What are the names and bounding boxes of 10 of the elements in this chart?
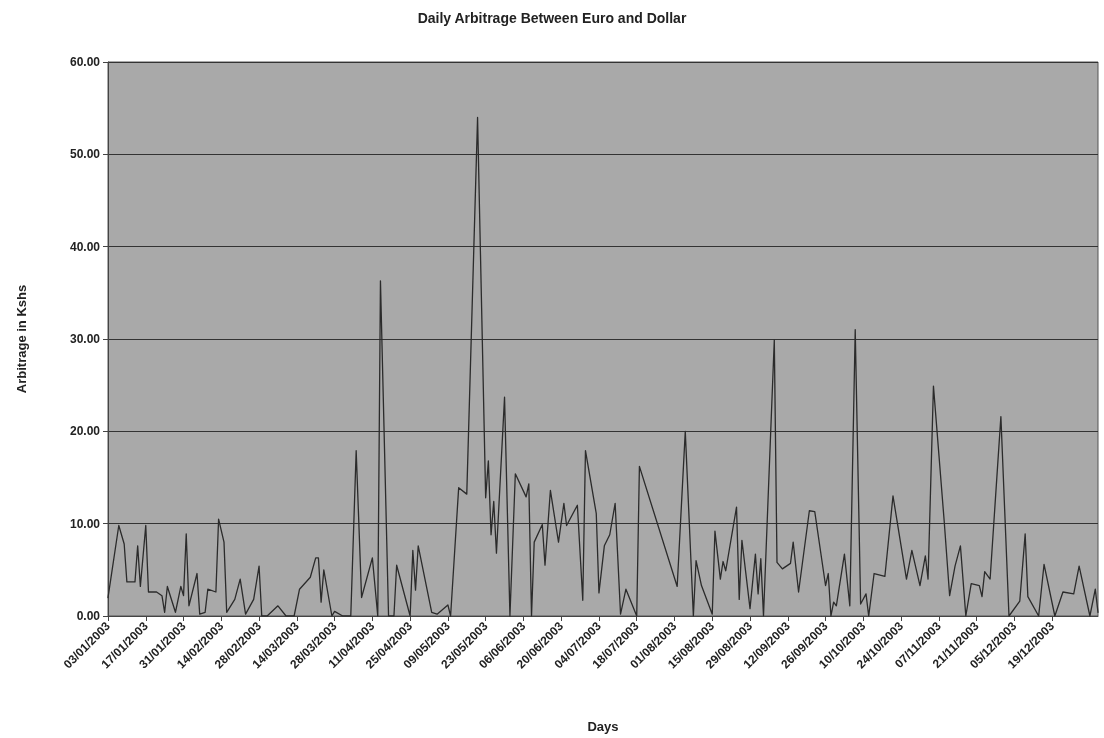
- y-tick-label: 20.00: [69, 424, 101, 439]
- y-tick-label: 0.00: [76, 609, 101, 623]
- y-axis-title: Arbitrage in Kshs: [14, 284, 29, 394]
- y-tick-label: 60.00: [69, 55, 101, 69]
- y-tick-label: 40.00: [69, 239, 101, 254]
- x-axis-title: Days: [587, 719, 619, 734]
- y-tick-label: 50.00: [69, 147, 101, 162]
- chart-title: Daily Arbitrage Between Euro and Dollar: [417, 10, 687, 26]
- y-tick-label: 30.00: [69, 332, 101, 346]
- y-tick-label: 10.00: [69, 516, 101, 531]
